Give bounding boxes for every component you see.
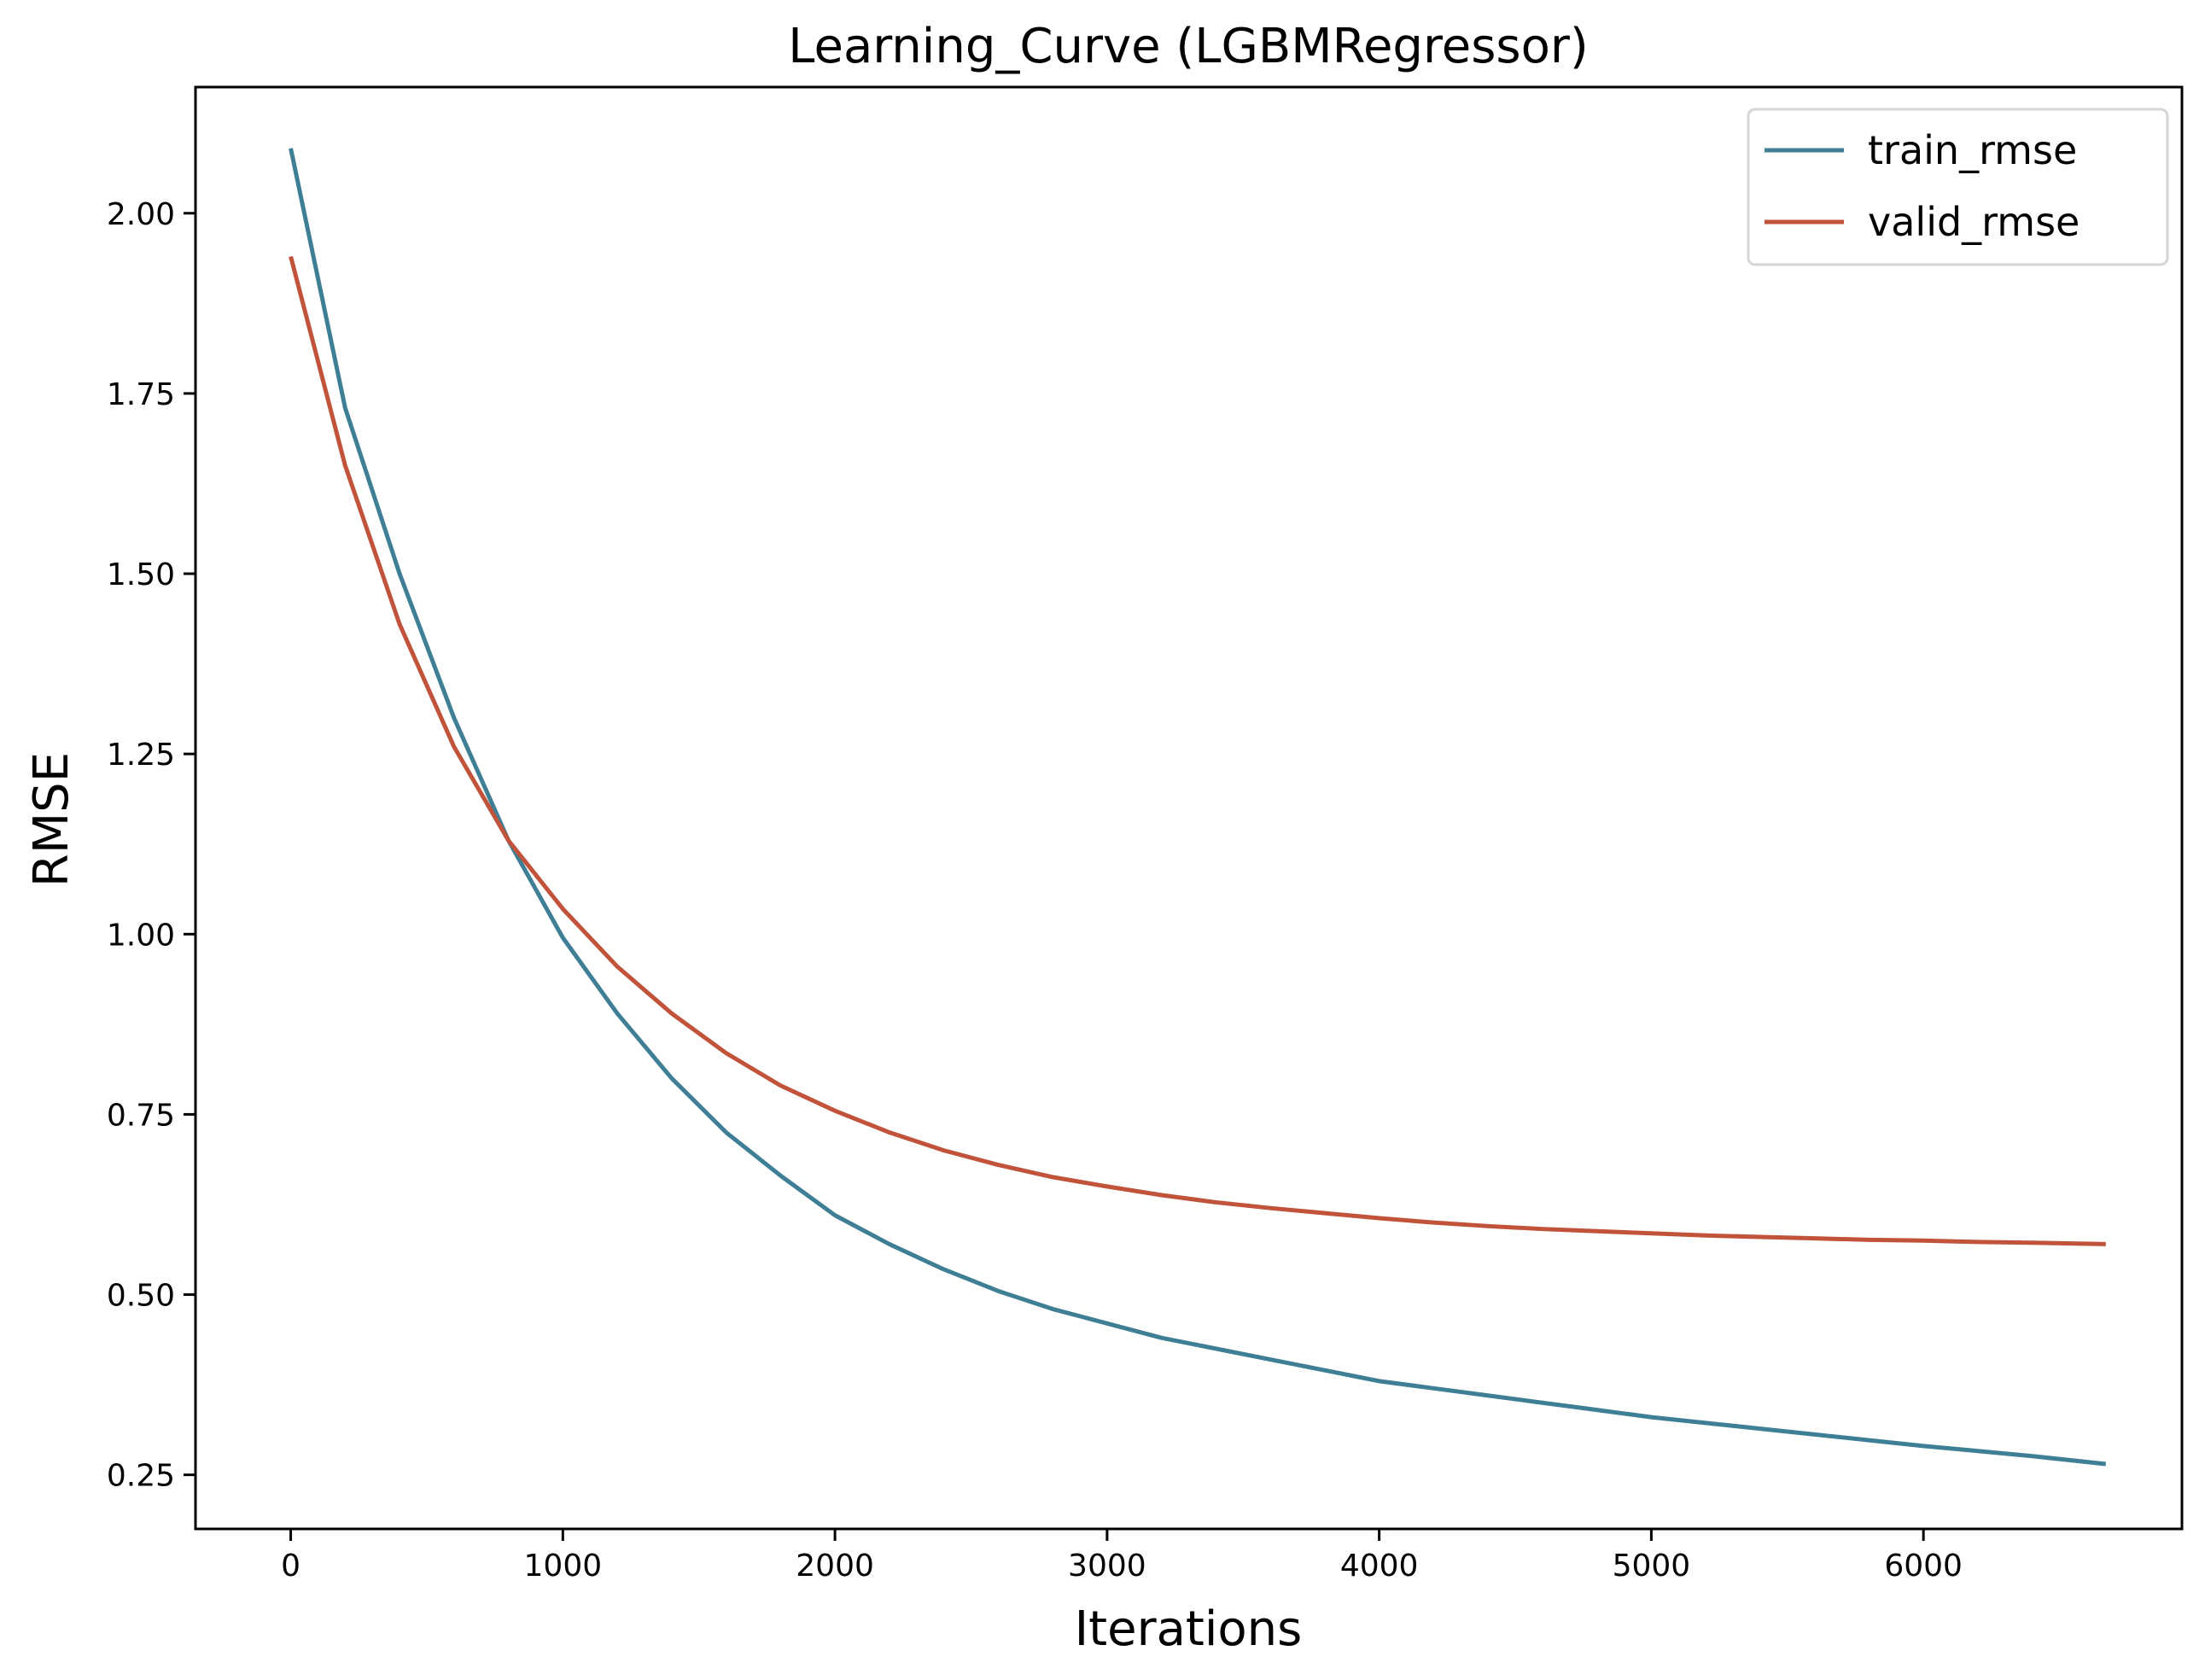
x-axis-title: Iterations <box>1075 1601 1303 1657</box>
y-tick-label: 0.50 <box>107 1279 175 1314</box>
x-tick-label: 1000 <box>524 1549 603 1584</box>
valid_rmse-line <box>289 255 2106 1246</box>
y-tick-label: 1.75 <box>107 377 175 412</box>
legend-label-train_rmse: train_rmse <box>1868 127 2077 173</box>
plot-frame <box>194 85 2184 1531</box>
x-tick-label: 4000 <box>1340 1549 1419 1584</box>
y-axis-ticks: 0.25 0.50 0.75 1.00 1.25 1.50 1.75 2.00 <box>107 197 195 1494</box>
series-layer <box>289 148 2107 1467</box>
x-tick-label: 0 <box>281 1549 300 1584</box>
x-tick-label: 5000 <box>1613 1549 1691 1584</box>
legend-box <box>1747 108 2169 266</box>
x-tick-label: 3000 <box>1068 1549 1146 1584</box>
legend: train_rmse valid_rmse <box>1747 108 2169 266</box>
y-tick-label: 0.75 <box>107 1098 175 1133</box>
y-axis-title: RMSE <box>24 752 79 887</box>
legend-label-valid_rmse: valid_rmse <box>1868 199 2080 245</box>
y-tick-label: 2.00 <box>107 197 175 232</box>
y-tick-label: 1.50 <box>107 557 175 592</box>
y-tick-label: 1.00 <box>107 918 175 953</box>
chart-title: Learning_Curve (LGBMRegressor) <box>788 19 1588 74</box>
x-tick-label: 6000 <box>1884 1549 1963 1584</box>
y-tick-label: 1.25 <box>107 738 175 773</box>
x-tick-label: 2000 <box>796 1549 874 1584</box>
train_rmse-line <box>289 148 2107 1467</box>
x-axis-ticks: 0 1000 2000 3000 4000 5000 6000 <box>281 1529 1963 1584</box>
y-tick-label: 0.25 <box>107 1459 175 1494</box>
